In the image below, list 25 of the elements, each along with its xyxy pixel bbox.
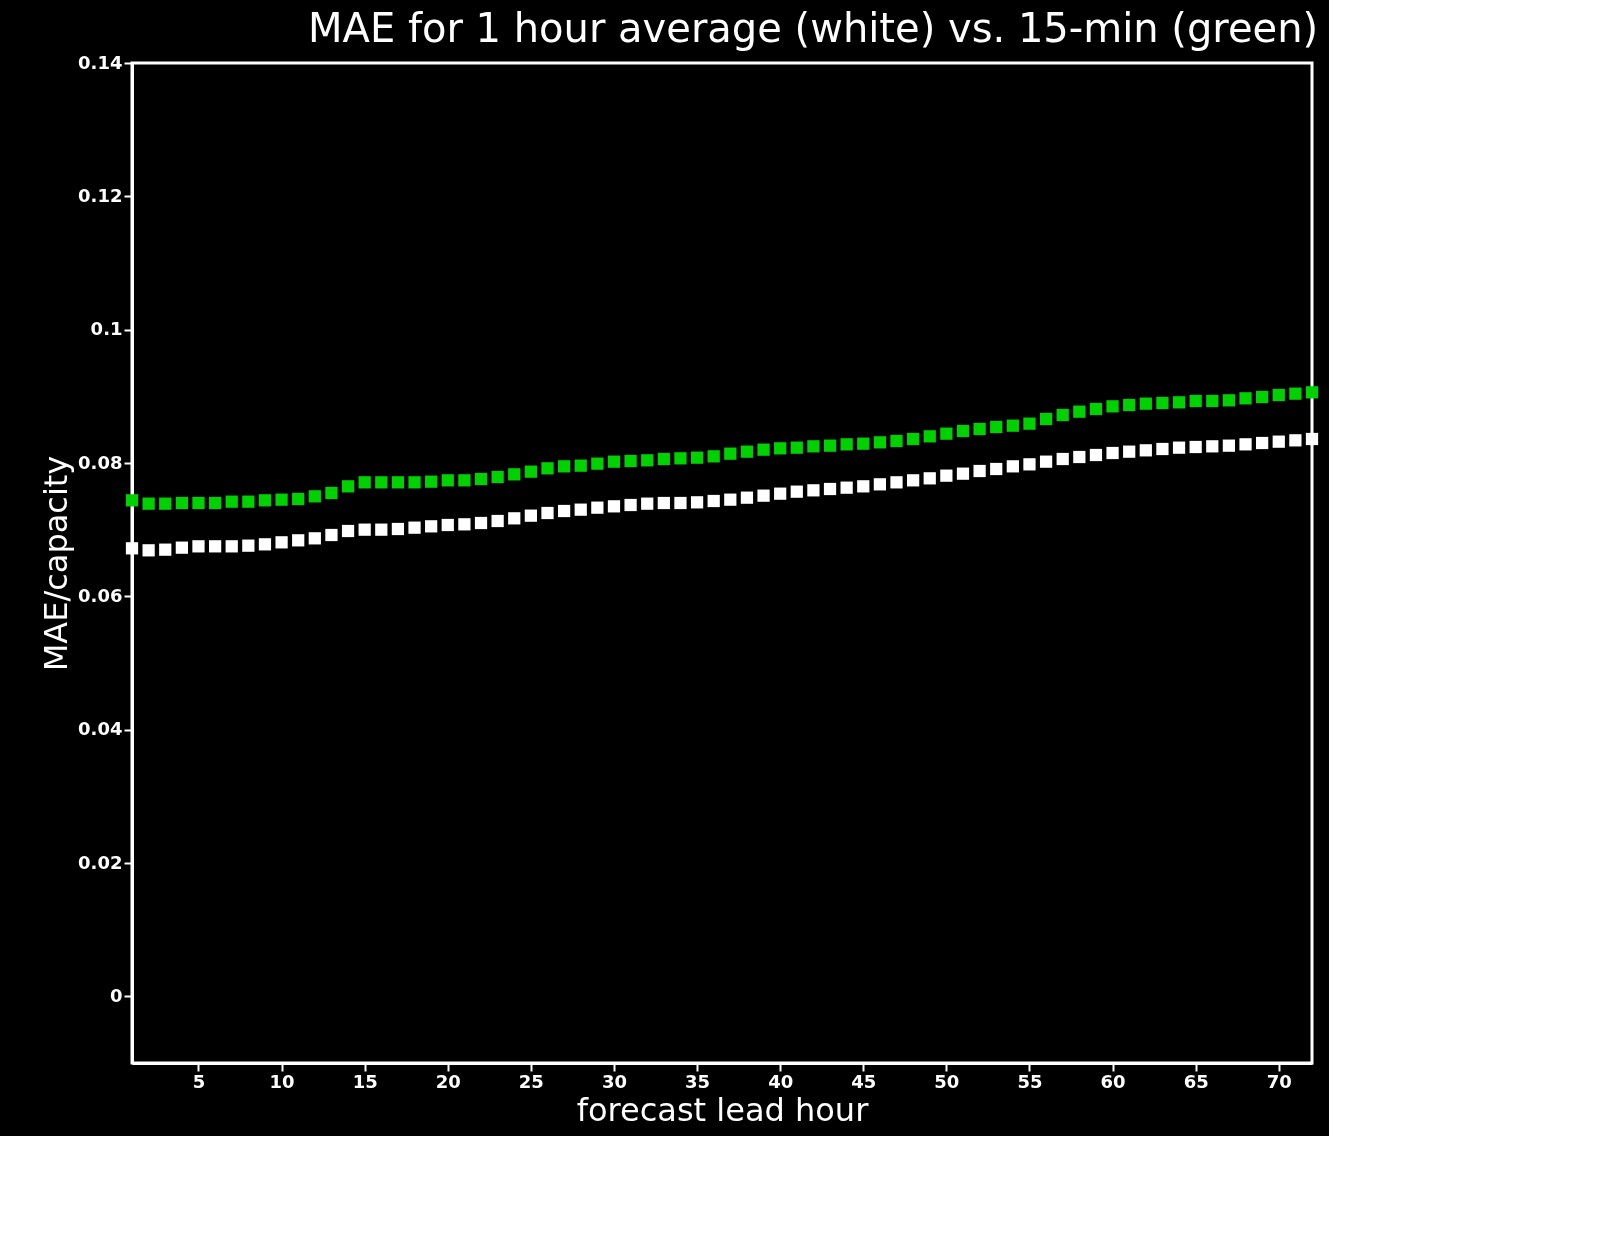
x-tick-label: 70 [1266,1070,1292,1092]
y-tick-label: 0 [109,984,123,1006]
y-tick-label: 0.14 [78,51,123,73]
x-tick-label: 65 [1183,1070,1209,1092]
x-tick-label: 60 [1100,1070,1126,1092]
chart-title: MAE for 1 hour average (white) vs. 15-min (green) [308,5,1319,51]
x-tick-label: 35 [685,1070,711,1092]
x-tick-label: 50 [934,1070,960,1092]
y-tick-label: 0.12 [78,184,123,206]
x-tick-label: 10 [269,1070,295,1092]
x-tick-label: 15 [352,1070,378,1092]
x-tick-label: 20 [435,1070,461,1092]
y-tick-label: 0.1 [90,318,123,340]
x-tick-label: 55 [1017,1070,1043,1092]
x-tick-label: 5 [192,1070,206,1092]
y-axis-title: MAE/capacity [37,455,76,672]
x-axis-title: forecast lead hour [576,1090,870,1129]
y-tick-label: 0.04 [78,718,123,740]
y-tick-label: 0.02 [78,851,123,873]
y-tick-label: 0.08 [78,451,123,473]
x-tick-label: 30 [601,1070,627,1092]
x-tick-label: 25 [518,1070,544,1092]
y-tick-label: 0.06 [78,584,123,606]
x-tick-label: 45 [851,1070,877,1092]
x-tick-label: 40 [768,1070,794,1092]
